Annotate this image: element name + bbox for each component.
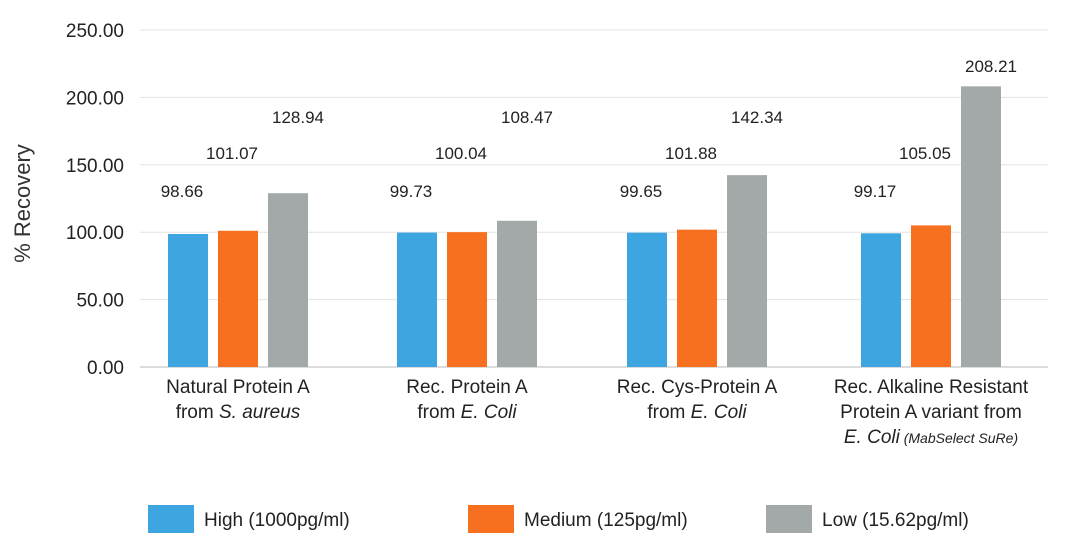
data-label: 100.04 xyxy=(435,144,487,163)
data-label: 105.05 xyxy=(899,144,951,163)
bar xyxy=(447,232,487,367)
bar xyxy=(861,233,901,367)
y-axis-ticks: 0.00 50.00 100.00 150.00 200.00 250.00 xyxy=(66,21,124,379)
legend-swatch xyxy=(766,505,812,533)
y-tick-label: 100.00 xyxy=(66,223,124,244)
legend-swatch xyxy=(148,505,194,533)
bar xyxy=(961,86,1001,367)
data-labels: 98.66 99.73 99.65 99.17 101.07 100.04 101.88 10… xyxy=(161,57,1017,201)
bar xyxy=(497,220,537,367)
data-label: 128.94 xyxy=(272,108,324,127)
bar xyxy=(911,225,951,367)
bar xyxy=(168,234,208,367)
data-label: 108.47 xyxy=(501,108,553,127)
data-label: 142.34 xyxy=(731,108,783,127)
y-tick-label: 150.00 xyxy=(66,156,124,177)
legend-label: Low (15.62pg/ml) xyxy=(822,510,969,531)
data-label: 99.73 xyxy=(390,182,433,201)
bar xyxy=(218,230,258,367)
legend-swatch xyxy=(468,505,514,533)
data-label: 101.07 xyxy=(206,144,258,163)
data-label: 98.66 xyxy=(161,182,204,201)
y-axis-label: % Recovery xyxy=(10,144,35,263)
y-tick-label: 0.00 xyxy=(87,358,124,379)
data-label: 99.17 xyxy=(854,182,897,201)
legend: High (1000pg/ml) Medium (125pg/ml) Low (15… xyxy=(148,505,969,533)
bar xyxy=(627,232,667,367)
data-label: 208.21 xyxy=(965,57,1017,76)
x-category-label: Rec. Alkaline Resistant Protein A variant… xyxy=(834,377,1029,448)
bar xyxy=(727,175,767,367)
legend-label: Medium (125pg/ml) xyxy=(524,510,688,531)
data-label: 99.65 xyxy=(620,182,663,201)
y-tick-label: 200.00 xyxy=(66,88,124,109)
bars xyxy=(168,86,1001,367)
bar xyxy=(397,232,437,367)
data-label: 101.88 xyxy=(665,144,717,163)
bar xyxy=(268,193,308,367)
legend-label: High (1000pg/ml) xyxy=(204,510,350,531)
y-tick-label: 50.00 xyxy=(76,291,124,312)
y-tick-label: 250.00 xyxy=(66,21,124,42)
bar xyxy=(677,229,717,367)
